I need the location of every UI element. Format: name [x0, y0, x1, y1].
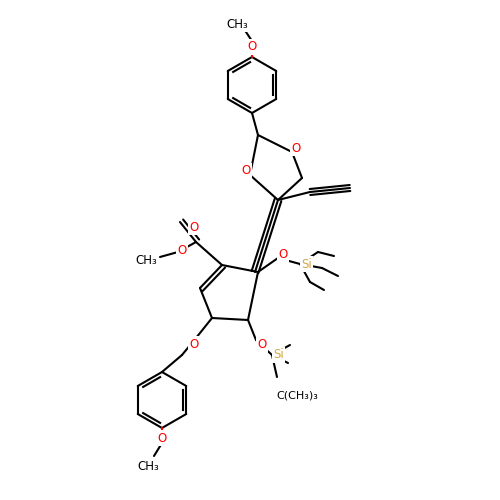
Text: C(CH₃)₃: C(CH₃)₃: [276, 390, 318, 400]
Text: Si: Si: [273, 348, 284, 362]
Text: O: O: [242, 164, 250, 177]
Text: O: O: [292, 142, 300, 154]
Text: O: O: [258, 338, 266, 351]
Text: O: O: [158, 432, 166, 444]
Text: O: O: [190, 338, 198, 350]
Text: Si: Si: [301, 258, 312, 270]
Text: O: O: [190, 220, 199, 234]
Text: CH₃: CH₃: [226, 18, 248, 30]
Text: CH₃: CH₃: [137, 460, 159, 472]
Text: O: O: [248, 40, 256, 54]
Text: O: O: [278, 248, 287, 262]
Text: CH₃: CH₃: [135, 254, 157, 266]
Text: O: O: [178, 244, 186, 256]
